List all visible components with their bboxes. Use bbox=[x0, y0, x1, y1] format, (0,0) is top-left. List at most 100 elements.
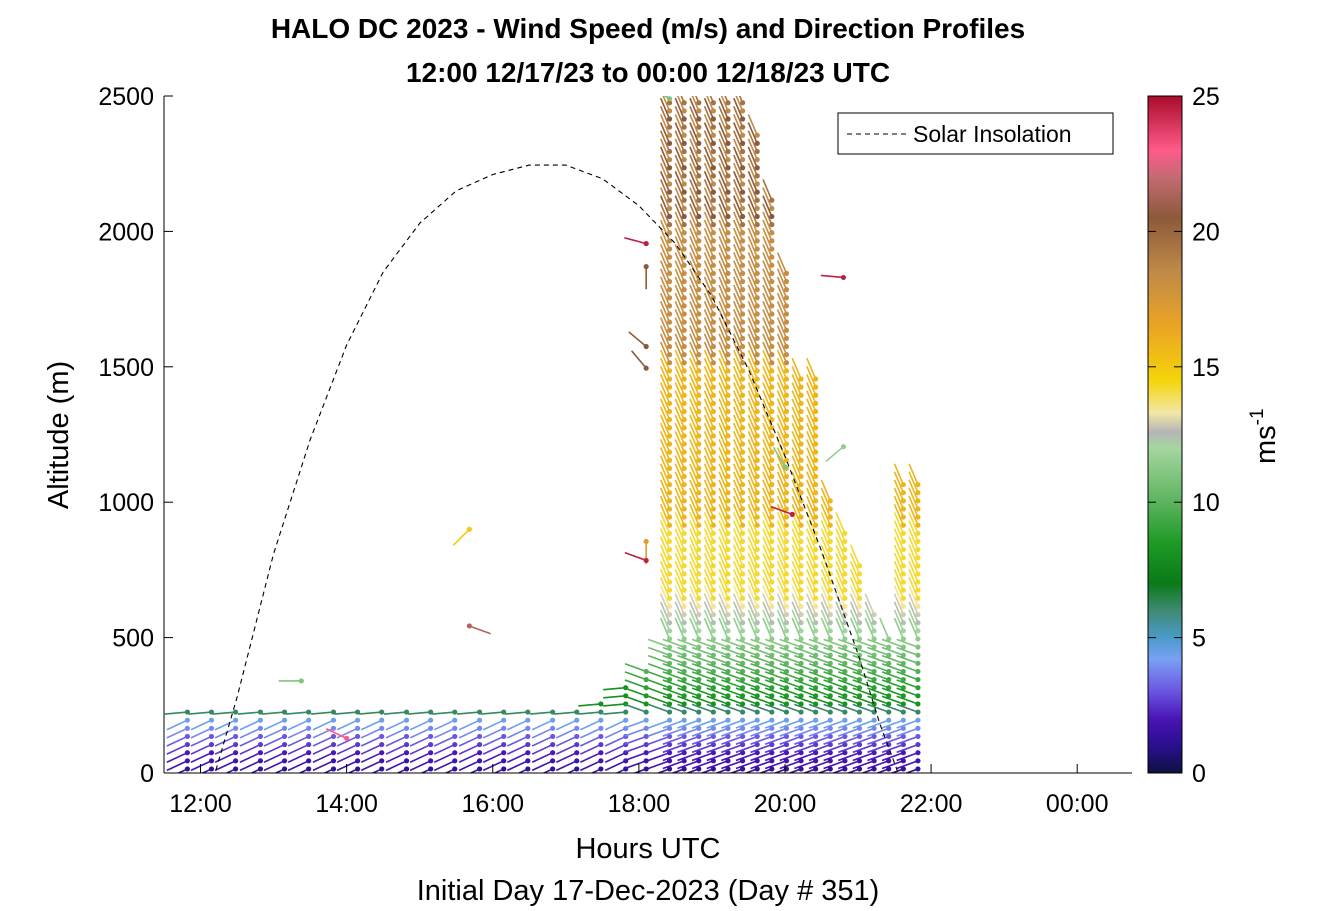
wind-vector-dot bbox=[856, 595, 863, 601]
wind-vector bbox=[823, 703, 846, 713]
wind-vector-dot bbox=[666, 433, 673, 439]
wind-vector-dot bbox=[783, 425, 790, 431]
wind-vector bbox=[893, 528, 905, 550]
wind-vector-dot bbox=[798, 441, 804, 447]
wind-vector-dot bbox=[232, 758, 239, 764]
wind-vector-dot bbox=[754, 400, 760, 406]
wind-vector-dot bbox=[754, 246, 760, 252]
wind-vector-dot bbox=[769, 368, 775, 374]
wind-vector bbox=[580, 743, 602, 755]
wind-vector-dot bbox=[754, 157, 760, 163]
wind-vector-dot bbox=[574, 741, 580, 748]
wind-vector bbox=[703, 122, 715, 144]
wind-vector-dot bbox=[740, 530, 746, 536]
wind-vector-dot bbox=[681, 230, 687, 236]
wind-vector bbox=[703, 219, 715, 242]
wind-vector bbox=[764, 751, 787, 762]
wind-vector-dot bbox=[184, 766, 190, 772]
wind-vector-dot bbox=[754, 189, 760, 195]
wind-vector-dot bbox=[813, 417, 819, 423]
wind-vector-dot bbox=[827, 644, 833, 650]
wind-vector-dot bbox=[403, 709, 410, 715]
wind-vector bbox=[674, 390, 685, 412]
wind-vector-dot bbox=[783, 490, 790, 496]
wind-vector bbox=[762, 439, 773, 461]
wind-vector-dot bbox=[740, 685, 746, 691]
wind-vector bbox=[747, 309, 758, 331]
wind-vector-dot bbox=[769, 660, 775, 666]
wind-vector-dot bbox=[696, 327, 702, 333]
wind-vector-dot bbox=[725, 400, 731, 406]
wind-vector bbox=[881, 735, 904, 745]
wind-vector bbox=[747, 138, 758, 160]
wind-vector bbox=[849, 609, 861, 632]
wind-vector-dot bbox=[696, 262, 702, 268]
wind-vector-dot bbox=[740, 481, 746, 488]
wind-vector-dot bbox=[696, 595, 702, 601]
wind-vector-dot bbox=[379, 750, 385, 756]
wind-vector bbox=[837, 703, 860, 713]
wind-vector bbox=[733, 309, 744, 331]
wind-vector-dot bbox=[813, 758, 819, 764]
wind-vector-dot bbox=[232, 709, 239, 715]
wind-vector bbox=[791, 487, 802, 510]
wind-vector bbox=[312, 735, 334, 747]
wind-vector bbox=[733, 560, 744, 583]
wind-vector bbox=[554, 711, 577, 715]
wind-vector bbox=[820, 544, 832, 567]
wind-vector-dot bbox=[783, 603, 790, 610]
wind-vector bbox=[624, 687, 647, 697]
wind-vector bbox=[762, 211, 773, 234]
wind-vector bbox=[703, 406, 715, 429]
wind-vector bbox=[482, 751, 505, 763]
wind-vector-dot bbox=[696, 181, 702, 187]
wind-vector-dot bbox=[915, 538, 921, 545]
wind-vector bbox=[893, 495, 905, 518]
wind-vector bbox=[456, 711, 480, 715]
wind-vector-dot bbox=[783, 473, 790, 480]
wind-vector-dot bbox=[842, 546, 848, 553]
wind-vector-dot bbox=[281, 766, 288, 772]
wind-vector bbox=[733, 390, 744, 412]
wind-vector bbox=[764, 735, 787, 745]
wind-vector-dot bbox=[798, 376, 804, 382]
wind-vector bbox=[674, 577, 685, 599]
wind-vector bbox=[823, 671, 846, 681]
wind-vector bbox=[908, 520, 919, 542]
wind-vector bbox=[750, 638, 773, 648]
wind-vector-dot bbox=[754, 685, 760, 691]
wind-vector-dot bbox=[696, 498, 702, 504]
wind-vector bbox=[334, 711, 358, 715]
wind-vector bbox=[747, 317, 758, 339]
wind-vector bbox=[837, 743, 860, 754]
wind-vector bbox=[718, 414, 729, 437]
wind-vector bbox=[677, 654, 700, 665]
wind-vector bbox=[691, 760, 714, 770]
wind-vector-dot bbox=[666, 425, 673, 431]
wind-vector bbox=[837, 760, 860, 770]
wind-vector-dot bbox=[403, 750, 410, 756]
wind-vector-dot bbox=[900, 490, 906, 496]
wind-vector bbox=[896, 654, 919, 665]
wind-vector bbox=[689, 300, 700, 323]
wind-vector-sparse-2-dot bbox=[466, 526, 472, 532]
wind-vector-dot bbox=[740, 693, 746, 699]
wind-vector-dot bbox=[754, 611, 760, 618]
wind-vector-dot bbox=[696, 222, 702, 228]
wind-vector-dot bbox=[696, 701, 702, 707]
wind-vector bbox=[718, 122, 729, 144]
wind-vector-dot bbox=[666, 620, 673, 626]
wind-vector-dot bbox=[681, 408, 687, 415]
wind-vector-dot bbox=[681, 530, 687, 536]
wind-vector-dot bbox=[184, 717, 190, 723]
wind-vector-dot bbox=[696, 148, 702, 155]
wind-vector bbox=[190, 743, 212, 755]
wind-vector-dot bbox=[856, 579, 863, 585]
wind-vector-dot bbox=[754, 676, 760, 683]
wind-vector-dot bbox=[900, 498, 906, 504]
wind-vector-dot bbox=[666, 213, 673, 220]
wind-vector-dot bbox=[740, 465, 746, 471]
wind-vector-dot bbox=[842, 758, 848, 764]
wind-vector bbox=[385, 760, 407, 772]
wind-vector bbox=[806, 593, 817, 615]
